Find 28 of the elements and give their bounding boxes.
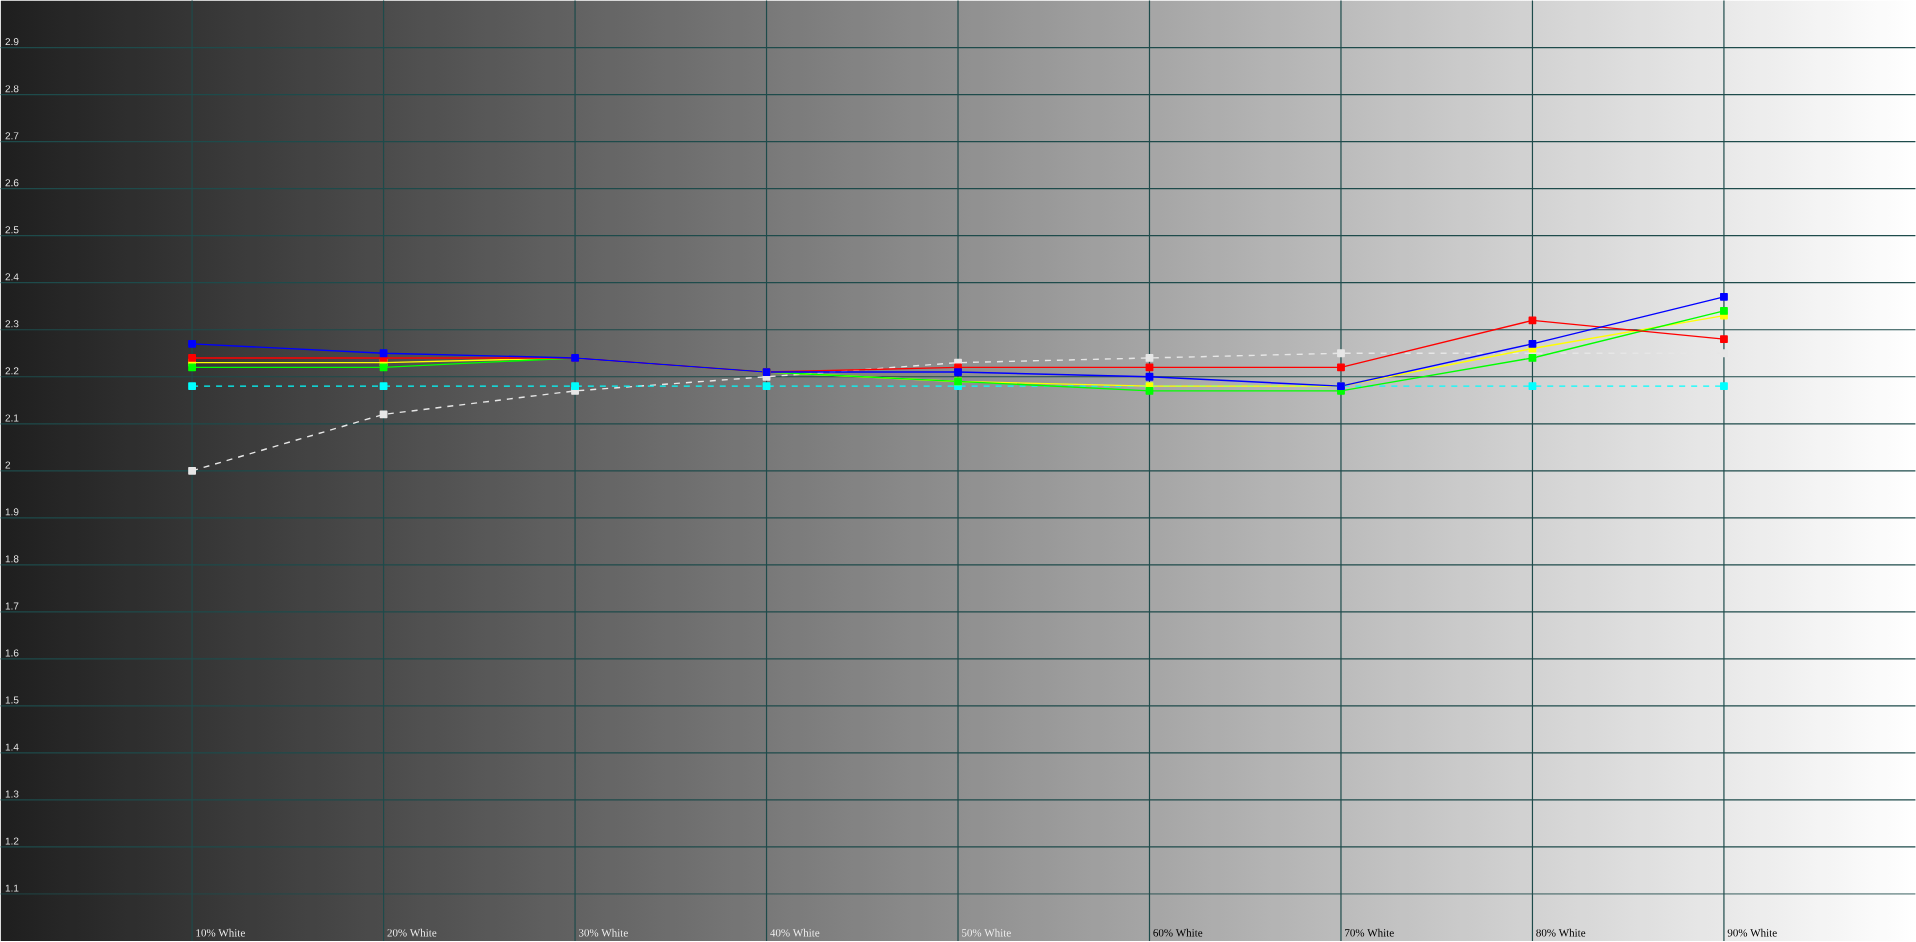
y-tick-label: 2.1 bbox=[5, 414, 19, 422]
y-tick-label: 2 bbox=[5, 461, 11, 469]
y-tick-label: 1.5 bbox=[5, 696, 19, 704]
y-tick-label: 2.4 bbox=[5, 273, 19, 281]
y-tick-label: 2.9 bbox=[5, 38, 19, 46]
x-tick-label: 40% White bbox=[770, 928, 820, 937]
x-tick-label: 60% White bbox=[1153, 928, 1203, 937]
x-tick-label: 20% White bbox=[387, 928, 437, 937]
x-tick-label: 90% White bbox=[1727, 928, 1777, 937]
x-tick-label: 10% White bbox=[196, 928, 245, 937]
y-tick-label: 2.3 bbox=[5, 320, 19, 328]
y-tick-label: 1.7 bbox=[5, 602, 19, 610]
y-tick-label: 2.6 bbox=[5, 179, 19, 187]
y-tick-label: 2.2 bbox=[5, 367, 19, 375]
y-tick-label: 1.4 bbox=[5, 743, 19, 751]
x-tick-label: 80% White bbox=[1536, 928, 1586, 937]
x-tick-label: 50% White bbox=[962, 928, 1011, 937]
y-tick-label: 1.2 bbox=[5, 837, 19, 845]
y-tick-label: 2.7 bbox=[5, 132, 19, 140]
y-tick-label: 1.6 bbox=[5, 649, 19, 657]
y-tick-label: 1.1 bbox=[5, 884, 19, 892]
x-tick-label: 70% White bbox=[1345, 928, 1394, 937]
x-tick-label: 30% White bbox=[578, 928, 628, 937]
y-tick-label: 1.8 bbox=[5, 555, 19, 563]
y-tick-label: 1.3 bbox=[5, 790, 19, 798]
y-tick-label: 2.5 bbox=[5, 226, 19, 234]
y-tick-label: 2.8 bbox=[5, 85, 19, 93]
y-tick-label: 1.9 bbox=[5, 508, 19, 516]
